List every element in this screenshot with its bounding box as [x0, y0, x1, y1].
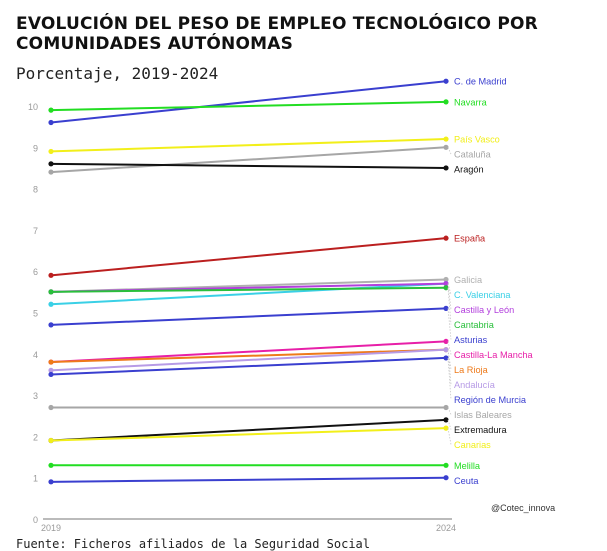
series-label: La Rioja — [454, 365, 489, 375]
data-point-2019 — [48, 301, 54, 307]
y-tick-label: 8 — [33, 185, 38, 195]
data-point-2024 — [443, 235, 449, 241]
data-point-2019 — [48, 367, 54, 373]
source-note: Fuente: Ficheros afiliados de la Segurid… — [16, 537, 371, 551]
series-label: País Vasco — [454, 135, 500, 145]
data-point-2019 — [48, 161, 54, 167]
series-label: Ceuta — [454, 476, 479, 486]
data-point-2024 — [443, 462, 449, 468]
series-label: C. Valenciana — [454, 290, 511, 300]
data-point-2019 — [48, 169, 54, 175]
chart-subtitle: Porcentaje, 2019-2024 — [16, 64, 219, 83]
chart-title: EVOLUCIÓN DEL PESO DE EMPLEO TECNOLÓGICO… — [16, 14, 538, 54]
label-leader-line — [447, 283, 452, 295]
y-tick-label: 10 — [28, 102, 38, 112]
x-tick-label: 2019 — [41, 523, 61, 533]
data-point-2024 — [443, 280, 449, 287]
data-point-2024 — [443, 347, 449, 353]
data-point-2024 — [443, 99, 449, 105]
series-label: Galicia — [454, 275, 483, 285]
series-label: Navarra — [454, 97, 488, 107]
data-point-2019 — [48, 272, 54, 278]
label-leader-line — [447, 283, 452, 310]
series-label: Cataluña — [454, 150, 492, 160]
data-point-2024 — [443, 338, 449, 345]
y-tick-label: 5 — [33, 309, 38, 319]
y-tick-label: 4 — [33, 350, 38, 360]
series-label: Aragón — [454, 165, 484, 175]
data-point-2024 — [443, 165, 449, 171]
y-tick-label: 7 — [33, 226, 38, 236]
label-leader-line — [447, 147, 452, 155]
data-point-2024 — [443, 355, 449, 361]
series-label: Canarias — [454, 440, 491, 450]
series-line — [50, 100, 447, 112]
series-label: Castilla y León — [454, 305, 514, 315]
series-line — [50, 80, 447, 124]
y-tick-label: 0 — [33, 515, 38, 525]
label-leader-line — [447, 428, 452, 445]
label-leader-line — [447, 349, 452, 370]
data-point-2019 — [48, 359, 54, 365]
data-point-2019 — [48, 462, 54, 468]
series-line — [50, 146, 447, 174]
series-line — [50, 340, 447, 364]
series-label: Castilla-La Mancha — [454, 350, 534, 360]
data-point-2024 — [443, 417, 449, 423]
series-line — [50, 356, 447, 376]
series-label: Andalucía — [454, 380, 496, 390]
data-point-2019 — [48, 371, 54, 378]
series-line — [50, 476, 447, 483]
series-label: Melilla — [454, 461, 481, 471]
data-point-2019 — [48, 148, 54, 155]
label-leader-line — [447, 287, 452, 325]
data-point-2024 — [443, 276, 449, 283]
series-label: Cantabria — [454, 320, 495, 330]
data-point-2024 — [443, 475, 449, 481]
label-leader-line — [447, 407, 452, 415]
series-label: Extremadura — [454, 425, 507, 435]
y-tick-label: 3 — [33, 391, 38, 401]
data-point-2024 — [443, 305, 449, 311]
data-point-2019 — [48, 404, 54, 411]
series-line — [50, 427, 447, 442]
data-point-2019 — [48, 322, 54, 328]
data-point-2024 — [443, 78, 449, 84]
series-line — [50, 348, 447, 372]
data-point-2019 — [48, 107, 54, 113]
data-point-2024 — [443, 404, 449, 411]
data-point-2019 — [48, 119, 54, 126]
series-label: C. de Madrid — [454, 77, 507, 87]
series-label: Región de Murcia — [454, 395, 527, 405]
series-label: Asturias — [454, 335, 488, 345]
y-tick-label: 2 — [33, 432, 38, 442]
series-line — [50, 237, 447, 277]
data-point-2019 — [48, 479, 54, 485]
credit-text: @Cotec_innova — [491, 503, 556, 513]
series-line — [50, 307, 447, 326]
y-tick-label: 6 — [33, 267, 38, 277]
data-point-2019 — [48, 437, 54, 444]
y-tick-label: 1 — [33, 474, 38, 484]
series-label: España — [454, 234, 486, 244]
series-line — [50, 162, 447, 169]
y-tick-label: 9 — [33, 143, 38, 153]
series-line — [50, 138, 447, 153]
data-point-2024 — [443, 425, 449, 431]
data-point-2019 — [48, 289, 54, 295]
x-tick-label: 2024 — [436, 523, 456, 533]
series-label: Islas Baleares — [454, 410, 512, 420]
series-line — [50, 418, 447, 442]
label-leader-line — [447, 357, 452, 400]
data-point-2024 — [443, 285, 449, 291]
label-leader-line — [447, 308, 452, 340]
series-line — [50, 348, 447, 364]
series-line — [50, 286, 447, 293]
label-leader-line — [447, 341, 452, 355]
data-point-2024 — [443, 136, 449, 142]
series-line — [50, 282, 447, 306]
data-point-2024 — [443, 144, 449, 150]
